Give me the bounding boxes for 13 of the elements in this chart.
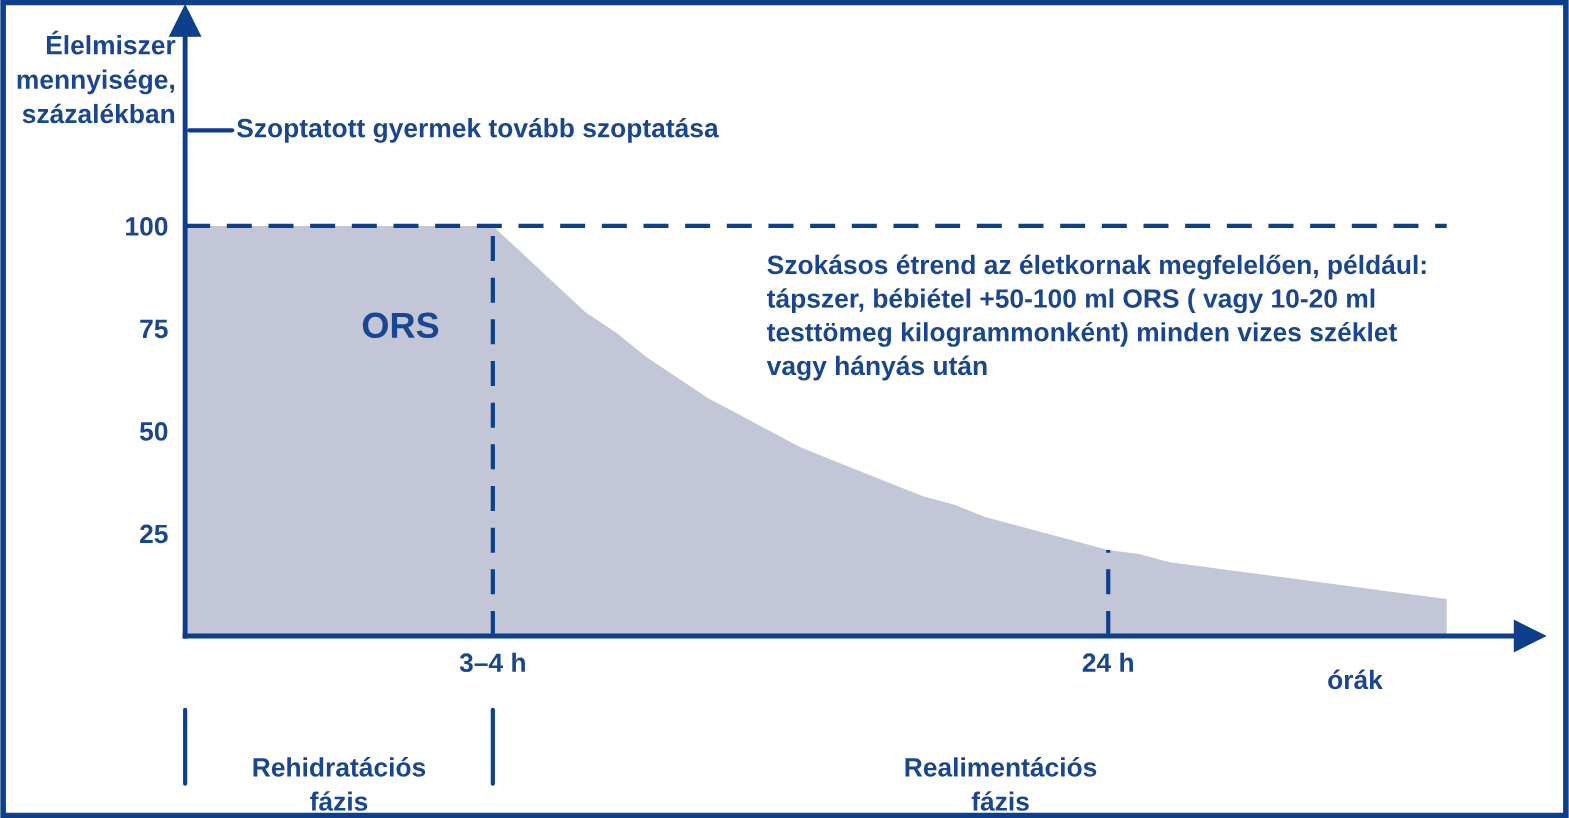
y-tick-label: 50 — [139, 422, 168, 441]
annotation: Szoptatott gyermek tovább szoptatása — [237, 117, 719, 143]
x-tick-label: 24 h — [1082, 652, 1133, 672]
y-tick-label: 75 — [140, 319, 168, 339]
y-axis-title: Élelmiszer mennyisége, százalékban — [17, 30, 176, 124]
x-tick-label: 3–4 h — [459, 652, 525, 673]
annotation: Szokásos étrend az életkornak megfelelően, például: tápszer, bébiétel +50-100 ml ORS ( vagy 10-20 ml testtömeg kilogrammonként) minden vizes széklet vagy hányás után — [766, 254, 1426, 381]
annotation: ORS — [362, 312, 439, 339]
text: Rehidratációs fázis — [253, 757, 426, 811]
x-axis-title: órák — [1328, 669, 1383, 690]
y-tick-label: 25 — [140, 524, 168, 544]
text: Realimentációs fázis — [905, 757, 1097, 811]
y-tick-label: 100 — [126, 217, 168, 236]
